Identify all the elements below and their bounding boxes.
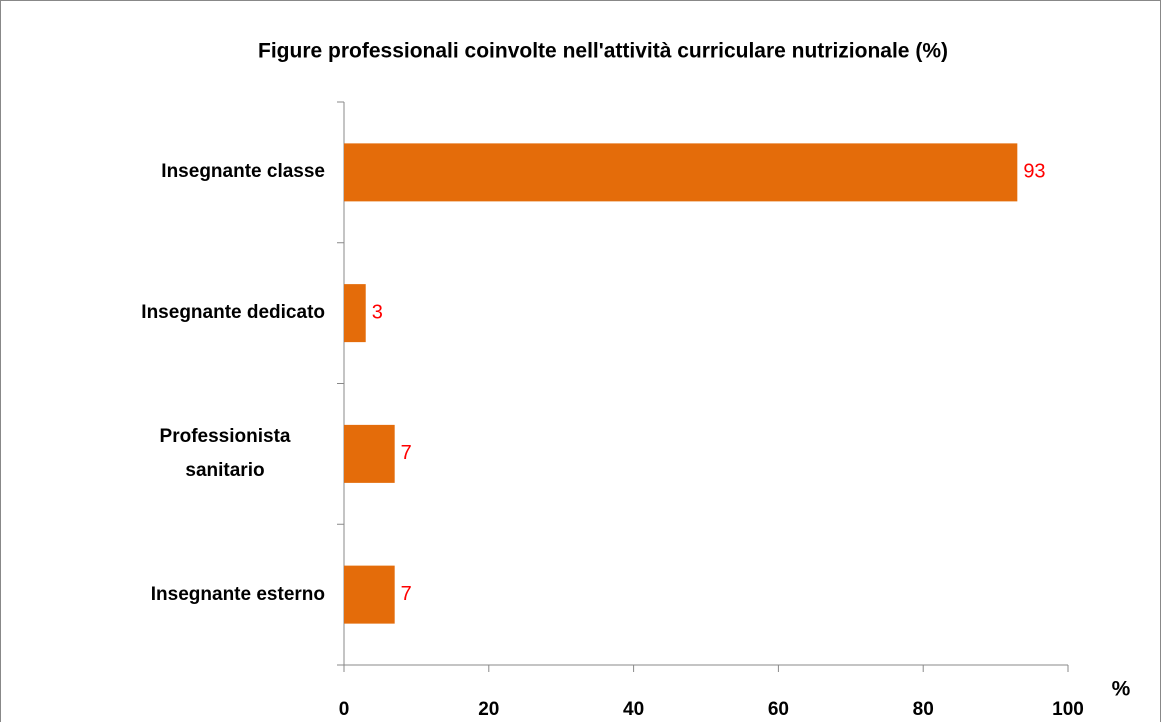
chart-title: Figure professionali coinvolte nell'atti… [258, 40, 948, 63]
bar [344, 143, 1018, 202]
y-tick-label-box: Insegnante dedicato [141, 263, 325, 363]
y-tick-label-box: Insegnante esterno [151, 545, 325, 645]
x-tick-label: 60 [768, 699, 789, 720]
data-label: 7 [401, 583, 412, 605]
data-label: 93 [1023, 161, 1045, 183]
x-axis-label: % [1112, 678, 1131, 701]
x-tick-label: 100 [1052, 699, 1084, 720]
y-tick-label: Insegnante dedicato [141, 302, 325, 324]
y-tick-label-box: Professionista sanitario [125, 404, 325, 504]
x-tick-label: 80 [913, 699, 934, 720]
y-tick-label: Professionista sanitario [159, 425, 291, 481]
x-tick-label: 20 [478, 699, 499, 720]
data-label: 3 [372, 301, 383, 323]
bar [344, 284, 366, 343]
y-tick-label: Insegnante esterno [150, 583, 325, 605]
data-label: 7 [401, 442, 412, 464]
bar [344, 424, 395, 483]
y-tick-label: Insegnante classe [161, 161, 325, 183]
y-tick-label-box: Insegnante classe [161, 122, 325, 222]
x-tick-label: 0 [339, 699, 350, 720]
bar [344, 565, 395, 624]
x-tick-label: 40 [623, 699, 644, 720]
